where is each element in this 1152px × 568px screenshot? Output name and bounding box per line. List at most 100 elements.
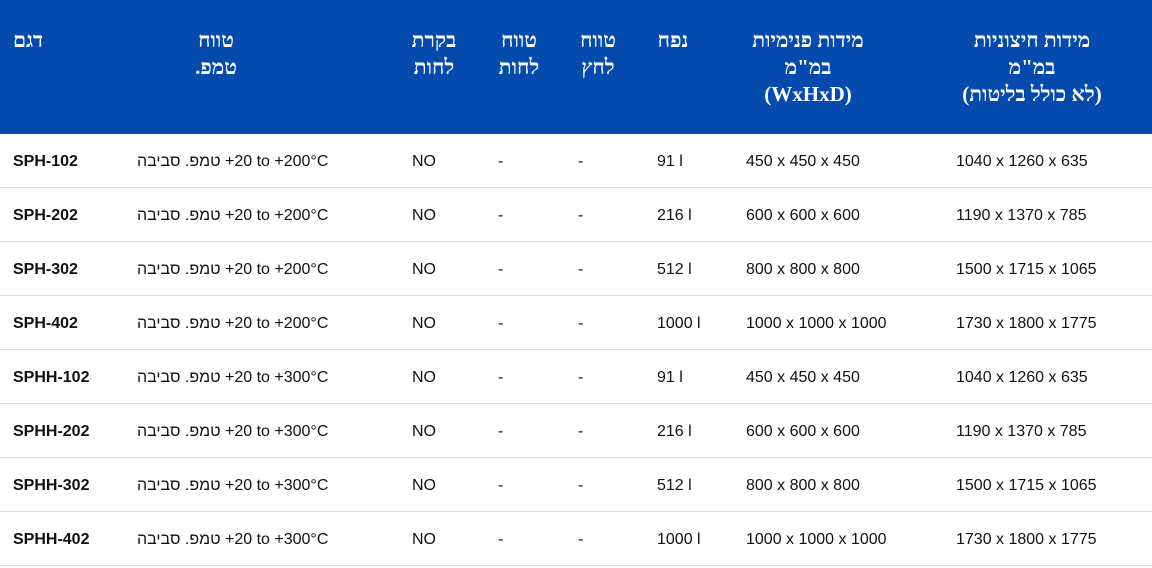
temp-prefix: טמפ. סביבה [137, 261, 221, 278]
header-line: בקרת [411, 28, 457, 52]
cell-humidity-range: - [498, 369, 504, 386]
temp-value: +20 to +200°C [225, 207, 329, 224]
temp-prefix: טמפ. סביבה [137, 207, 221, 224]
cell-inner-dims: 450 x 450 x 450 [746, 153, 860, 170]
table-row: SPH-102 טמפ. סביבה +20 to +200°C NO - - … [0, 134, 1152, 188]
cell-humidity-control: NO [412, 207, 436, 224]
cell-model: SPHH-102 [13, 369, 90, 386]
table-header: דגם טווח טמפ. בקרת לחות טווח לחות טווח לחץ נ… [0, 0, 1152, 134]
cell-temp-range: טמפ. סביבה +20 to +200°C [137, 296, 328, 350]
cell-humidity-control: NO [412, 153, 436, 170]
cell-inner-dims: 600 x 600 x 600 [746, 423, 860, 440]
header-outer-dims: מידות חיצוניות במ"מ (לא כולל בליטות) [942, 27, 1122, 108]
cell-temp-range: טמפ. סביבה +20 to +300°C [137, 512, 328, 566]
cell-outer-dims: 1500 x 1715 x 1065 [956, 477, 1097, 494]
cell-inner-dims: 1000 x 1000 x 1000 [746, 315, 887, 332]
temp-prefix: טמפ. סביבה [137, 423, 221, 440]
cell-inner-dims: 450 x 450 x 450 [746, 369, 860, 386]
cell-inner-dims: 1000 x 1000 x 1000 [746, 531, 887, 548]
temp-value: +20 to +300°C [225, 423, 329, 440]
header-volume: נפח [653, 27, 693, 54]
header-pressure-range: טווח לחץ [568, 27, 628, 81]
cell-pressure-range: - [578, 315, 584, 332]
header-line: מידות חיצוניות [973, 28, 1091, 52]
temp-value: +20 to +300°C [225, 369, 329, 386]
cell-outer-dims: 1040 x 1260 x 635 [956, 153, 1088, 170]
cell-model: SPH-102 [13, 153, 78, 170]
cell-outer-dims: 1730 x 1800 x 1775 [956, 531, 1097, 548]
cell-temp-range: טמפ. סביבה +20 to +300°C [137, 458, 328, 512]
cell-model: SPHH-402 [13, 531, 90, 548]
temp-value: +20 to +200°C [225, 315, 329, 332]
cell-humidity-control: NO [412, 477, 436, 494]
header-line: טווח [501, 28, 537, 52]
cell-humidity-control: NO [412, 531, 436, 548]
header-temp-range: טווח טמפ. [176, 27, 256, 81]
table-row: SPHH-302 טמפ. סביבה +20 to +300°C NO - -… [0, 458, 1152, 512]
cell-pressure-range: - [578, 153, 584, 170]
cell-volume: 512 l [657, 261, 692, 278]
cell-outer-dims: 1730 x 1800 x 1775 [956, 315, 1097, 332]
temp-prefix: טמפ. סביבה [137, 369, 221, 386]
header-line: לחץ [581, 55, 615, 79]
temp-value: +20 to +300°C [225, 531, 329, 548]
cell-model: SPH-202 [13, 207, 78, 224]
temp-prefix: טמפ. סביבה [137, 531, 221, 548]
cell-outer-dims: 1040 x 1260 x 635 [956, 369, 1088, 386]
cell-volume: 1000 l [657, 315, 701, 332]
header-line: נפח [657, 28, 689, 52]
cell-humidity-range: - [498, 261, 504, 278]
cell-pressure-range: - [578, 477, 584, 494]
cell-temp-range: טמפ. סביבה +20 to +300°C [137, 404, 328, 458]
header-line: טמפ. [195, 55, 237, 79]
cell-temp-range: טמפ. סביבה +20 to +200°C [137, 188, 328, 242]
temp-prefix: טמפ. סביבה [137, 315, 221, 332]
cell-humidity-control: NO [412, 423, 436, 440]
cell-humidity-control: NO [412, 369, 436, 386]
cell-outer-dims: 1190 x 1370 x 785 [956, 423, 1087, 440]
header-humidity-control: בקרת לחות [404, 27, 464, 81]
cell-humidity-range: - [498, 423, 504, 440]
header-humidity-range: טווח לחות [489, 27, 549, 81]
header-line: במ"מ [1008, 55, 1056, 79]
cell-pressure-range: - [578, 261, 584, 278]
cell-volume: 512 l [657, 477, 692, 494]
cell-pressure-range: - [578, 531, 584, 548]
table-row: SPH-202 טמפ. סביבה +20 to +200°C NO - - … [0, 188, 1152, 242]
cell-temp-range: טמפ. סביבה +20 to +300°C [137, 350, 328, 404]
table-row: SPHH-402 טמפ. סביבה +20 to +300°C NO - -… [0, 512, 1152, 566]
table-row: SPH-302 טמפ. סביבה +20 to +200°C NO - - … [0, 242, 1152, 296]
temp-prefix: טמפ. סביבה [137, 477, 221, 494]
cell-temp-range: טמפ. סביבה +20 to +200°C [137, 242, 328, 296]
header-line: לחות [413, 55, 455, 79]
cell-humidity-range: - [498, 153, 504, 170]
header-line: לחות [498, 55, 540, 79]
cell-volume: 216 l [657, 423, 692, 440]
temp-value: +20 to +300°C [225, 477, 329, 494]
cell-humidity-range: - [498, 531, 504, 548]
header-line: דגם [13, 28, 44, 52]
cell-volume: 216 l [657, 207, 692, 224]
cell-outer-dims: 1500 x 1715 x 1065 [956, 261, 1097, 278]
table-row: SPHH-202 טמפ. סביבה +20 to +300°C NO - -… [0, 404, 1152, 458]
cell-model: SPHH-202 [13, 423, 90, 440]
cell-pressure-range: - [578, 369, 584, 386]
cell-inner-dims: 800 x 800 x 800 [746, 477, 860, 494]
cell-pressure-range: - [578, 423, 584, 440]
cell-pressure-range: - [578, 207, 584, 224]
cell-model: SPH-402 [13, 315, 78, 332]
header-inner-dims: מידות פנימיות במ"מ (WxHxD) [728, 27, 888, 108]
header-line: (WxHxD) [764, 82, 852, 106]
cell-volume: 1000 l [657, 531, 701, 548]
header-line: מידות פנימיות [752, 28, 864, 52]
header-model: דגם [13, 27, 43, 54]
header-line: טווח [580, 28, 616, 52]
cell-humidity-range: - [498, 207, 504, 224]
temp-prefix: טמפ. סביבה [137, 153, 221, 170]
cell-temp-range: טמפ. סביבה +20 to +200°C [137, 134, 328, 188]
cell-humidity-control: NO [412, 315, 436, 332]
header-line: במ"מ [784, 55, 832, 79]
cell-humidity-control: NO [412, 261, 436, 278]
cell-volume: 91 l [657, 369, 683, 386]
header-line: טווח [198, 28, 234, 52]
